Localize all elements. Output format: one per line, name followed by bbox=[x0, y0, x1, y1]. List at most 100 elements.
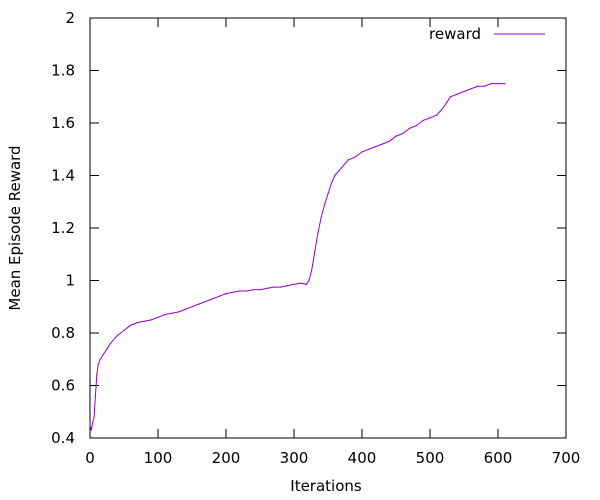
data-point bbox=[504, 83, 506, 85]
legend: reward bbox=[429, 25, 545, 43]
data-point bbox=[171, 312, 173, 314]
data-point bbox=[92, 421, 94, 423]
data-point bbox=[94, 395, 97, 397]
data-point bbox=[361, 151, 363, 153]
data-point bbox=[330, 182, 332, 184]
data-point bbox=[218, 295, 220, 297]
data-point bbox=[259, 289, 261, 291]
data-point bbox=[164, 314, 166, 316]
data-point bbox=[305, 283, 307, 286]
data-point bbox=[443, 106, 445, 108]
data-point bbox=[436, 114, 438, 116]
y-tick-label: 1.2 bbox=[51, 219, 75, 237]
data-point bbox=[368, 148, 370, 150]
data-point bbox=[106, 348, 108, 350]
data-point bbox=[103, 353, 105, 355]
data-point bbox=[449, 96, 451, 98]
series-layer bbox=[89, 83, 506, 431]
data-point bbox=[245, 290, 247, 292]
data-point bbox=[327, 193, 329, 195]
data-point bbox=[150, 319, 152, 321]
data-point bbox=[99, 358, 101, 360]
data-point bbox=[293, 283, 295, 286]
y-axis-label: Mean Episode Reward bbox=[6, 145, 24, 310]
data-point bbox=[341, 167, 343, 169]
data-point bbox=[116, 335, 118, 337]
x-tick-label: 0 bbox=[85, 449, 95, 467]
y-tick-label: 1.8 bbox=[51, 62, 75, 80]
data-point bbox=[273, 286, 275, 288]
series-line-reward bbox=[89, 83, 505, 431]
y-axis: 0.4 0.6 0.8 1 1.2 1.4 1.6 1.8 2 bbox=[51, 9, 566, 447]
x-tick-label: 300 bbox=[280, 449, 309, 467]
x-tick-label: 200 bbox=[212, 449, 241, 467]
x-tick-label: 500 bbox=[416, 449, 445, 467]
data-point bbox=[409, 127, 411, 129]
data-point bbox=[324, 203, 326, 205]
data-point bbox=[320, 216, 322, 219]
data-point bbox=[381, 143, 383, 145]
data-point bbox=[123, 329, 125, 331]
data-point bbox=[90, 429, 92, 431]
y-tick-label: 0.6 bbox=[51, 377, 75, 395]
y-tick-label: 1.4 bbox=[51, 167, 75, 185]
data-point bbox=[177, 311, 179, 313]
data-point bbox=[308, 279, 310, 282]
x-axis-label: Iterations bbox=[290, 477, 362, 495]
data-point bbox=[402, 132, 404, 135]
y-tick-label: 0.8 bbox=[51, 324, 75, 342]
data-point bbox=[313, 253, 315, 255]
data-point bbox=[184, 308, 186, 310]
data-point bbox=[347, 159, 349, 161]
data-point bbox=[239, 290, 241, 292]
data-point bbox=[483, 85, 485, 87]
data-point bbox=[137, 321, 139, 324]
plot-frame bbox=[89, 17, 567, 439]
data-point bbox=[191, 306, 193, 308]
data-point bbox=[252, 289, 254, 291]
y-tick-label: 1 bbox=[65, 272, 75, 290]
data-point bbox=[157, 316, 159, 318]
data-point bbox=[388, 140, 390, 142]
data-point bbox=[300, 282, 302, 284]
data-point bbox=[429, 117, 431, 119]
x-tick-label: 600 bbox=[484, 449, 513, 467]
data-point bbox=[198, 303, 200, 305]
data-point bbox=[334, 174, 336, 177]
x-tick-label: 400 bbox=[348, 449, 377, 467]
data-point bbox=[470, 88, 472, 90]
data-point bbox=[490, 83, 492, 85]
data-point bbox=[286, 285, 288, 287]
data-point bbox=[93, 416, 95, 418]
data-point bbox=[266, 287, 268, 289]
data-point bbox=[232, 291, 234, 293]
data-point bbox=[96, 374, 98, 376]
data-point bbox=[89, 424, 91, 426]
data-point bbox=[225, 293, 227, 295]
data-point bbox=[311, 269, 313, 271]
data-point bbox=[456, 93, 458, 95]
x-axis: 0 100 200 300 400 500 600 700 bbox=[85, 18, 580, 467]
y-tick-label: 1.6 bbox=[51, 114, 75, 132]
x-tick-label: 100 bbox=[144, 449, 173, 467]
legend-label-reward: reward bbox=[429, 25, 481, 43]
data-point bbox=[143, 320, 145, 322]
data-point bbox=[317, 232, 319, 234]
y-tick-label: 2 bbox=[65, 9, 75, 27]
data-point bbox=[415, 125, 417, 127]
data-point bbox=[211, 298, 213, 300]
data-point bbox=[477, 85, 479, 87]
x-tick-label: 700 bbox=[552, 449, 581, 467]
data-point bbox=[375, 146, 377, 148]
data-point bbox=[109, 342, 111, 345]
data-point bbox=[354, 156, 356, 158]
data-point bbox=[130, 324, 132, 326]
data-point bbox=[205, 300, 207, 303]
data-point bbox=[279, 286, 281, 288]
data-point bbox=[97, 363, 99, 366]
data-point bbox=[497, 83, 499, 85]
y-tick-label: 0.4 bbox=[51, 429, 75, 447]
data-point bbox=[395, 135, 397, 137]
data-point bbox=[463, 90, 465, 93]
